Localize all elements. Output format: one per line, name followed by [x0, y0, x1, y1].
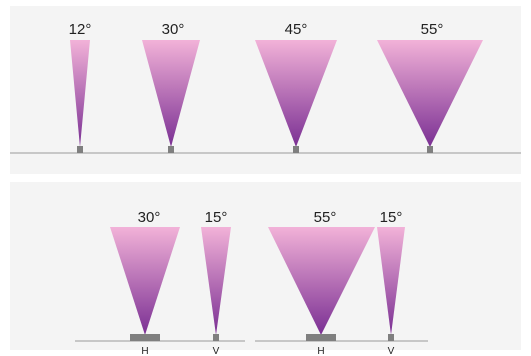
- pair-2-v-cone: [377, 227, 405, 335]
- beam-30: 30°: [142, 21, 200, 153]
- beam-45-label: 45°: [285, 21, 308, 38]
- pair-2-h-cone: [268, 227, 375, 335]
- beam-55-label: 55°: [421, 21, 444, 38]
- pair-2-v-beam: 15° V: [377, 209, 405, 356]
- pair-1-h-axis-label: H: [141, 346, 148, 356]
- beam-12-base: [77, 146, 83, 153]
- pair-1-v-base: [213, 334, 219, 341]
- pair-1-v-axis-label: V: [213, 346, 220, 356]
- beam-55: 55°: [377, 21, 483, 153]
- beam-55-cone: [377, 40, 483, 147]
- beam-30-label: 30°: [162, 21, 185, 38]
- pair-2-v-angle-label: 15°: [380, 209, 403, 226]
- pair-2-h-angle-label: 55°: [314, 209, 337, 226]
- pair-1-v-angle-label: 15°: [205, 209, 228, 226]
- pair-1-v-cone: [201, 227, 231, 335]
- pair-2-h-base: [306, 334, 336, 341]
- beam-30-base: [168, 146, 174, 153]
- beam-45: 45°: [255, 21, 337, 153]
- beam-45-base: [293, 146, 299, 153]
- pair-1-h-angle-label: 30°: [138, 209, 161, 226]
- pair-1-h-cone: [110, 227, 180, 335]
- beam-12: 12°: [69, 21, 92, 153]
- pair-2-h-beam: 55° H: [268, 209, 375, 356]
- bottom-panel: [10, 182, 521, 350]
- pair-2-v-axis-label: V: [388, 346, 395, 356]
- pair-2-v-base: [388, 334, 394, 341]
- pair-1-h-base: [130, 334, 160, 341]
- pair-2-h-axis-label: H: [317, 346, 324, 356]
- top-row: 12° 30° 45° 55°: [10, 21, 521, 154]
- pair-1-v-beam: 15° V: [201, 209, 231, 356]
- beam-45-cone: [255, 40, 337, 147]
- beam-30-cone: [142, 40, 200, 147]
- beam-12-cone: [70, 40, 90, 147]
- pair-1-h-beam: 30° H: [110, 209, 180, 356]
- beam-55-base: [427, 146, 433, 153]
- beam-12-label: 12°: [69, 21, 92, 38]
- bottom-row: 30° H 15° V 55° H 15° V: [75, 209, 428, 356]
